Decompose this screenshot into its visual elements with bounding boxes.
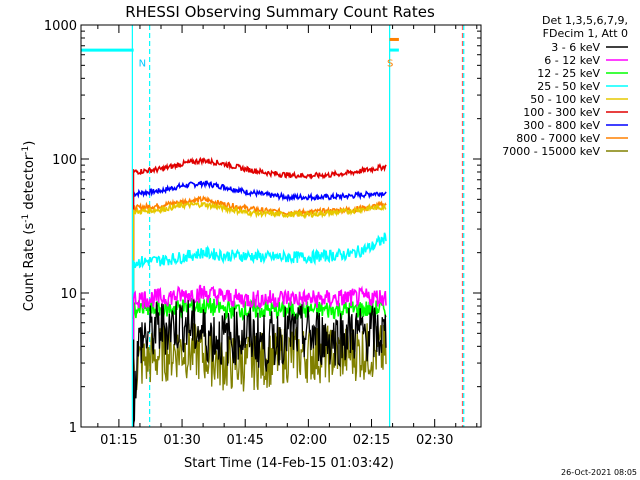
chart-title: RHESSI Observing Summary Count Rates xyxy=(125,3,435,21)
legend: Det 1,3,5,6,7,9, FDecim 1, Att 0 3 - 6 k… xyxy=(502,14,628,158)
series-layer xyxy=(132,156,387,427)
series-line-0 xyxy=(132,299,387,424)
series-3-6keV-group xyxy=(132,299,387,427)
footer-timestamp: 26-Oct-2021 08:05 xyxy=(561,468,637,477)
legend-label-5: 100 - 300 keV xyxy=(523,106,600,119)
y-tick-label-0: 1 xyxy=(69,421,77,436)
series-line-4 xyxy=(132,201,387,220)
marker-s: S xyxy=(387,59,393,70)
x-axis: 01:15 01:30 01:45 02:00 02:15 02:30 xyxy=(97,25,478,448)
x-tick-label-2: 01:45 xyxy=(226,433,263,448)
x-tick-label-1: 01:30 xyxy=(163,433,200,448)
legend-label-6: 300 - 800 keV xyxy=(523,119,600,132)
attenuator-layer xyxy=(81,37,399,52)
legend-label-7: 800 - 7000 keV xyxy=(516,132,600,145)
plot-frame xyxy=(80,24,482,428)
y-tick-label-1: 10 xyxy=(60,287,77,302)
y-tick-label-2: 100 xyxy=(52,153,77,168)
legend-label-1: 6 - 12 keV xyxy=(544,54,600,67)
series-line-3 xyxy=(133,232,387,269)
y-tick-label-3: 1000 xyxy=(44,19,77,34)
y-axis: 1 10 100 1000 xyxy=(44,19,481,436)
series-line-5 xyxy=(133,156,387,180)
legend-label-3: 25 - 50 keV xyxy=(537,80,600,93)
x-tick-label-3: 02:00 xyxy=(290,433,327,448)
series-line-6 xyxy=(133,179,387,203)
x-tick-label-5: 02:30 xyxy=(416,433,453,448)
legend-label-8: 7000 - 15000 keV xyxy=(502,145,600,158)
x-tick-label-4: 02:15 xyxy=(353,433,390,448)
x-axis-label: Start Time (14-Feb-15 01:03:42) xyxy=(184,456,394,471)
series-line-1 xyxy=(132,284,387,311)
legend-header-detectors: Det 1,3,5,6,7,9, xyxy=(542,14,628,27)
legend-label-0: 3 - 6 keV xyxy=(551,41,600,54)
x-tick-label-0: 01:15 xyxy=(100,433,137,448)
legend-label-2: 12 - 25 keV xyxy=(537,67,600,80)
legend-header-decimation: FDecim 1, Att 0 xyxy=(543,27,628,40)
legend-label-4: 50 - 100 keV xyxy=(530,93,600,106)
y-axis-label: Count Rate (s-1 detector-1) xyxy=(21,141,37,312)
marker-n: N xyxy=(139,59,146,70)
